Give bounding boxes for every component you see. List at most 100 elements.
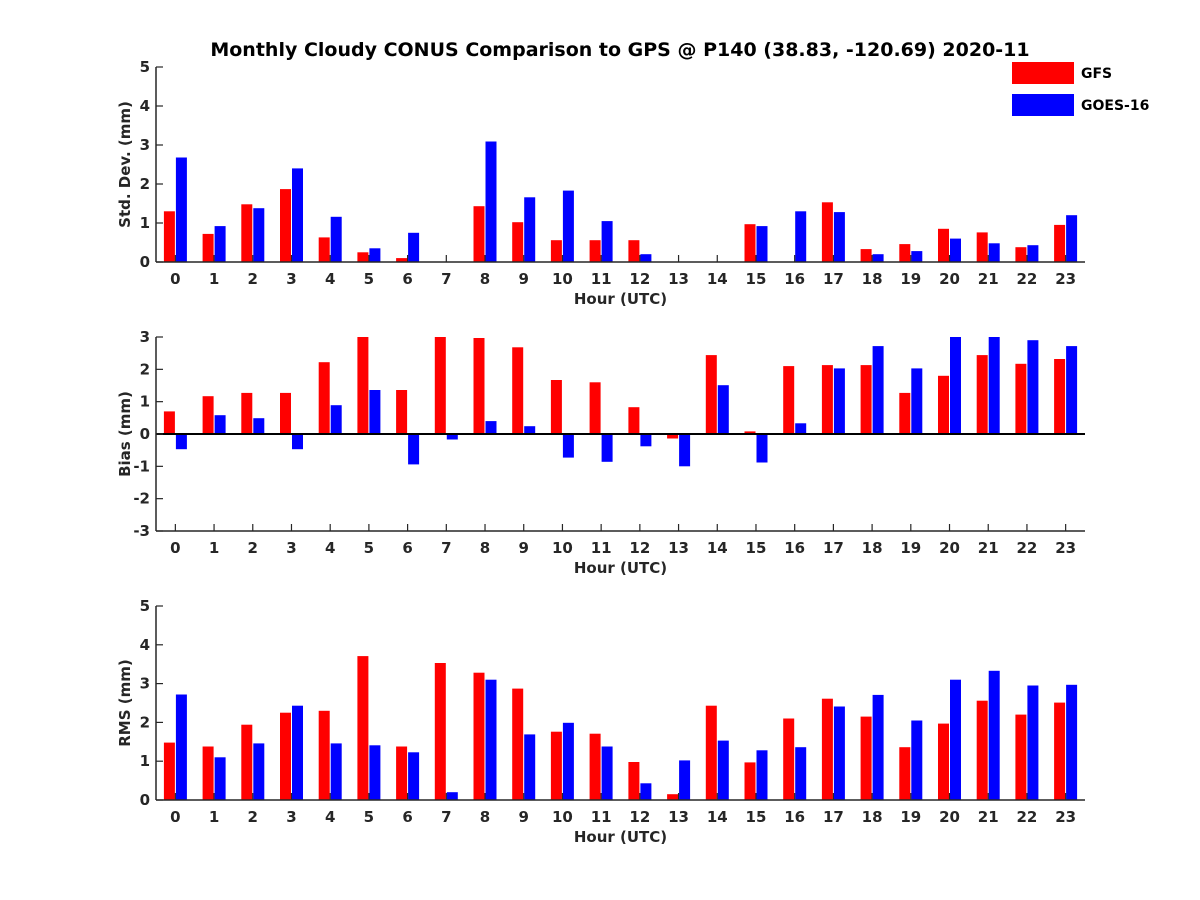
bar-goes-16-19: [911, 251, 923, 262]
bar-gfs-16: [783, 366, 795, 434]
x-tick-label: 22: [1017, 539, 1038, 557]
bar-goes-16-23: [1066, 346, 1078, 434]
bar-goes-16-20: [950, 238, 961, 262]
bar-goes-16-10: [562, 722, 574, 800]
y-tick-label: 5: [140, 597, 150, 615]
y-tick-label: -2: [133, 490, 150, 508]
bar-goes-16-18: [872, 346, 884, 434]
x-tick-label: 1: [209, 808, 219, 826]
bar-gfs-9: [512, 222, 524, 262]
bar-goes-16-1: [214, 226, 226, 262]
bar-goes-16-4: [330, 405, 342, 434]
x-tick-label: 7: [441, 539, 451, 557]
x-tick-label: 18: [862, 808, 883, 826]
x-tick-label: 0: [170, 808, 180, 826]
x-tick-label: 9: [519, 270, 529, 288]
bar-gfs-19: [899, 392, 911, 434]
x-tick-label: 0: [170, 539, 180, 557]
bar-gfs-4: [318, 710, 330, 800]
bar-goes-16-23: [1066, 215, 1078, 262]
x-tick-label: 1: [209, 270, 219, 288]
chart-title: Monthly Cloudy CONUS Comparison to GPS @…: [210, 39, 1029, 61]
bar-goes-16-0: [175, 694, 187, 800]
bar-goes-16-12: [640, 783, 652, 800]
bar-gfs-11: [589, 382, 601, 434]
bar-goes-16-19: [911, 368, 923, 434]
bar-gfs-17: [821, 202, 833, 262]
bar-gfs-23: [1054, 702, 1066, 800]
bar-goes-16-14: [717, 385, 729, 434]
bar-goes-16-11: [601, 434, 613, 462]
y-tick-label: 1: [140, 752, 150, 770]
bar-gfs-5: [357, 252, 369, 263]
bar-goes-16-0: [175, 434, 187, 450]
x-tick-label: 14: [707, 270, 728, 288]
bar-gfs-13: [667, 794, 679, 800]
bar-goes-16-9: [524, 426, 536, 434]
x-tick-label: 10: [552, 270, 573, 288]
bar-gfs-14: [705, 705, 717, 800]
x-tick-label: 21: [978, 808, 999, 826]
x-tick-label: 12: [629, 808, 650, 826]
bar-goes-16-4: [330, 743, 342, 800]
x-tick-label: 5: [364, 808, 374, 826]
bar-gfs-4: [318, 362, 330, 434]
x-tick-label: 11: [591, 270, 612, 288]
x-tick-label: 2: [248, 808, 258, 826]
x-tick-label: 4: [325, 270, 335, 288]
bar-gfs-0: [163, 211, 175, 262]
x-tick-label: 22: [1017, 808, 1038, 826]
legend: GFS GOES-16: [1012, 62, 1149, 116]
x-tick-label: 22: [1017, 270, 1038, 288]
bar-gfs-22: [1015, 247, 1027, 262]
bar-gfs-10: [550, 731, 562, 800]
bar-goes-16-15: [756, 226, 768, 262]
bar-gfs-5: [357, 656, 369, 800]
bar-gfs-12: [628, 762, 640, 800]
x-tick-label: 14: [707, 808, 728, 826]
y-tick-label: 0: [140, 791, 150, 809]
x-tick-label: 5: [364, 539, 374, 557]
bar-gfs-11: [589, 733, 601, 800]
bar-gfs-8: [473, 672, 485, 800]
bar-gfs-12: [628, 407, 640, 434]
x-tick-label: 9: [519, 808, 529, 826]
x-tick-label: 23: [1055, 539, 1076, 557]
x-tick-label: 20: [939, 808, 960, 826]
bar-gfs-14: [705, 355, 717, 434]
x-axis-label: Hour (UTC): [574, 559, 667, 577]
x-tick-label: 3: [286, 808, 296, 826]
x-tick-label: 21: [978, 539, 999, 557]
bar-gfs-0: [163, 411, 175, 434]
bar-gfs-10: [550, 240, 562, 262]
x-tick-label: 18: [862, 270, 883, 288]
bar-goes-16-16: [795, 747, 807, 800]
bar-gfs-7: [434, 663, 446, 800]
x-tick-label: 5: [364, 270, 374, 288]
bar-gfs-23: [1054, 359, 1066, 434]
bar-goes-16-17: [833, 212, 845, 262]
x-tick-label: 15: [746, 270, 767, 288]
bar-gfs-16: [783, 718, 795, 800]
bar-goes-16-17: [833, 368, 845, 434]
bar-gfs-2: [241, 392, 253, 434]
bar-goes-16-22: [1027, 685, 1039, 800]
bar-goes-16-12: [640, 434, 652, 447]
bar-goes-16-1: [214, 415, 226, 434]
bar-goes-16-11: [601, 746, 613, 800]
bar-gfs-3: [280, 189, 291, 262]
x-tick-label: 20: [939, 539, 960, 557]
bar-goes-16-21: [988, 670, 1000, 800]
bar-gfs-12: [628, 240, 640, 262]
bar-goes-16-8: [485, 141, 497, 262]
bar-gfs-6: [396, 258, 408, 262]
bar-gfs-20: [938, 228, 949, 262]
bar-gfs-22: [1015, 714, 1027, 800]
bar-gfs-8: [473, 206, 485, 262]
bar-goes-16-4: [330, 216, 342, 262]
x-tick-label: 2: [248, 270, 258, 288]
y-tick-label: 2: [140, 175, 150, 193]
y-tick-label: 1: [140, 393, 150, 411]
